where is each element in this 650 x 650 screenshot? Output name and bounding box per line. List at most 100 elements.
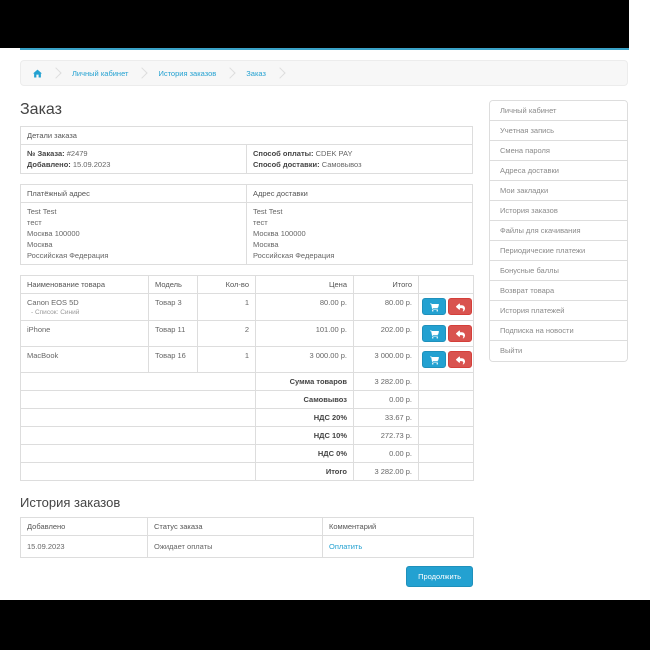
main-content: Заказ Детали заказа № Заказа: #2479 Доба… — [20, 100, 474, 587]
product-model: Товар 3 — [148, 293, 198, 321]
totals-label: НДС 20% — [255, 408, 354, 427]
return-button[interactable] — [448, 351, 472, 368]
reorder-button[interactable] — [422, 298, 446, 315]
sidebar-item-logout[interactable]: Выйти — [490, 341, 627, 361]
address-line: Test Test — [27, 207, 57, 216]
account-sidebar: Личный кабинет Учетная запись Смена паро… — [489, 100, 628, 587]
shipping-address-heading: Адрес доставки — [246, 184, 473, 203]
product-name: MacBook — [27, 351, 59, 360]
history-header-added: Добавлено — [20, 517, 148, 536]
breadcrumb-home-link[interactable] — [33, 69, 42, 78]
sidebar-item-addresses[interactable]: Адреса доставки — [490, 161, 627, 181]
product-name: Canon EOS 5D — [27, 298, 79, 307]
address-line: тест — [253, 218, 268, 227]
totals-value: 0.00 р. — [353, 390, 419, 409]
sidebar-item-transactions[interactable]: История платежей — [490, 301, 627, 321]
product-price: 80.00 р. — [255, 293, 354, 321]
address-line: тест — [27, 218, 42, 227]
sidebar-item-returns[interactable]: Возврат товара — [490, 281, 627, 301]
sidebar-item-password[interactable]: Смена пароля — [490, 141, 627, 161]
chevron-right-icon — [274, 67, 286, 79]
chevron-right-icon — [224, 67, 236, 79]
breadcrumb-order-link[interactable]: Заказ — [246, 68, 266, 78]
product-total: 3 000.00 р. — [353, 346, 419, 373]
payment-address-heading: Платёжный адрес — [20, 184, 247, 203]
shipping-address: Test Test тест Москва 100000 Москва Росс… — [246, 202, 473, 265]
sidebar-item-account[interactable]: Личный кабинет — [490, 101, 627, 121]
product-model: Товар 16 — [148, 346, 198, 373]
history-added: 15.09.2023 — [20, 535, 148, 558]
order-no-value: #2479 — [66, 149, 88, 158]
chevron-right-icon — [136, 67, 149, 79]
sidebar-item-recurring[interactable]: Периодические платежи — [490, 241, 627, 261]
products-table: Наименование товара Модель Кол-во Цена И… — [20, 275, 474, 481]
product-name: iPhone — [27, 325, 51, 334]
order-details-table: Детали заказа № Заказа: #2479 Добавлено:… — [20, 126, 473, 174]
breadcrumb: Личный кабинет История заказов Заказ — [20, 60, 628, 86]
col-header-name: Наименование товара — [20, 275, 149, 294]
order-details-heading: Детали заказа — [20, 126, 473, 145]
product-option: - Список: Синий — [31, 309, 80, 316]
totals-value: 272.73 р. — [353, 426, 419, 445]
reply-icon — [455, 326, 465, 341]
pay-link[interactable]: Оплатить — [329, 542, 363, 551]
address-line: Москва 100000 — [253, 229, 306, 238]
totals-label: Самовывоз — [255, 390, 354, 409]
reorder-button[interactable] — [422, 325, 446, 342]
order-added-label: Добавлено: — [27, 160, 71, 169]
addresses-table: Платёжный адрес Адрес доставки Test Test… — [20, 184, 473, 265]
totals-value: 3 282.00 р. — [353, 372, 419, 391]
history-row: 15.09.2023 Ожидает оплаты Оплатить — [20, 535, 474, 558]
order-details-left: № Заказа: #2479 Добавлено: 15.09.2023 — [20, 144, 247, 174]
product-row: Canon EOS 5D - Список: Синий Товар 3 1 8… — [20, 293, 474, 321]
totals-row: НДС 20% 33.67 р. — [20, 408, 474, 427]
col-header-total: Итого — [353, 275, 419, 294]
totals-value: 0.00 р. — [353, 444, 419, 463]
history-header-status: Статус заказа — [147, 517, 323, 536]
product-qty: 1 — [197, 346, 256, 373]
col-header-price: Цена — [255, 275, 354, 294]
reply-icon — [455, 352, 465, 367]
sidebar-item-reward-points[interactable]: Бонусные баллы — [490, 261, 627, 281]
order-details-right: Способ оплаты: CDEK PAY Способ доставки:… — [246, 144, 473, 174]
order-history-table: Добавлено Статус заказа Комментарий 15.0… — [20, 517, 474, 558]
totals-row: НДС 10% 272.73 р. — [20, 426, 474, 445]
address-line: Test Test — [253, 207, 283, 216]
totals-label: НДС 0% — [255, 444, 354, 463]
sidebar-item-downloads[interactable]: Файлы для скачивания — [490, 221, 627, 241]
product-price: 101.00 р. — [255, 320, 354, 347]
sidebar-item-edit-account[interactable]: Учетная запись — [490, 121, 627, 141]
product-row: MacBook Товар 16 1 3 000.00 р. 3 000.00 … — [20, 346, 474, 373]
home-icon — [33, 69, 42, 78]
breadcrumb-account-link[interactable]: Личный кабинет — [72, 68, 129, 78]
return-button[interactable] — [448, 325, 472, 342]
breadcrumb-order-history-link[interactable]: История заказов — [158, 68, 217, 78]
totals-row: Самовывоз 0.00 р. — [20, 390, 474, 409]
product-qty: 2 — [197, 320, 256, 347]
payment-address: Test Test тест Москва 100000 Москва Росс… — [20, 202, 247, 265]
totals-label: Итого — [255, 462, 354, 481]
product-model: Товар 11 — [148, 320, 198, 347]
shipping-method-label: Способ доставки: — [253, 160, 320, 169]
product-price: 3 000.00 р. — [255, 346, 354, 373]
address-line: Москва 100000 — [27, 229, 80, 238]
cart-icon — [429, 299, 439, 314]
continue-button[interactable]: Продолжить — [406, 566, 473, 587]
totals-value: 3 282.00 р. — [353, 462, 419, 481]
col-header-qty: Кол-во — [197, 275, 256, 294]
cart-icon — [429, 352, 439, 367]
col-header-model: Модель — [148, 275, 198, 294]
totals-row: НДС 0% 0.00 р. — [20, 444, 474, 463]
return-button[interactable] — [448, 298, 472, 315]
totals-row: Итого 3 282.00 р. — [20, 462, 474, 481]
sidebar-item-newsletter[interactable]: Подписка на новости — [490, 321, 627, 341]
address-line: Москва — [27, 240, 53, 249]
payment-method-label: Способ оплаты: — [253, 149, 314, 158]
shipping-method-value: Самовывоз — [321, 160, 362, 169]
sidebar-item-wishlist[interactable]: Мои закладки — [490, 181, 627, 201]
cart-icon — [429, 326, 439, 341]
totals-row: Сумма товаров 3 282.00 р. — [20, 372, 474, 391]
sidebar-item-order-history[interactable]: История заказов — [490, 201, 627, 221]
reorder-button[interactable] — [422, 351, 446, 368]
address-line: Российская Федерация — [27, 251, 109, 260]
